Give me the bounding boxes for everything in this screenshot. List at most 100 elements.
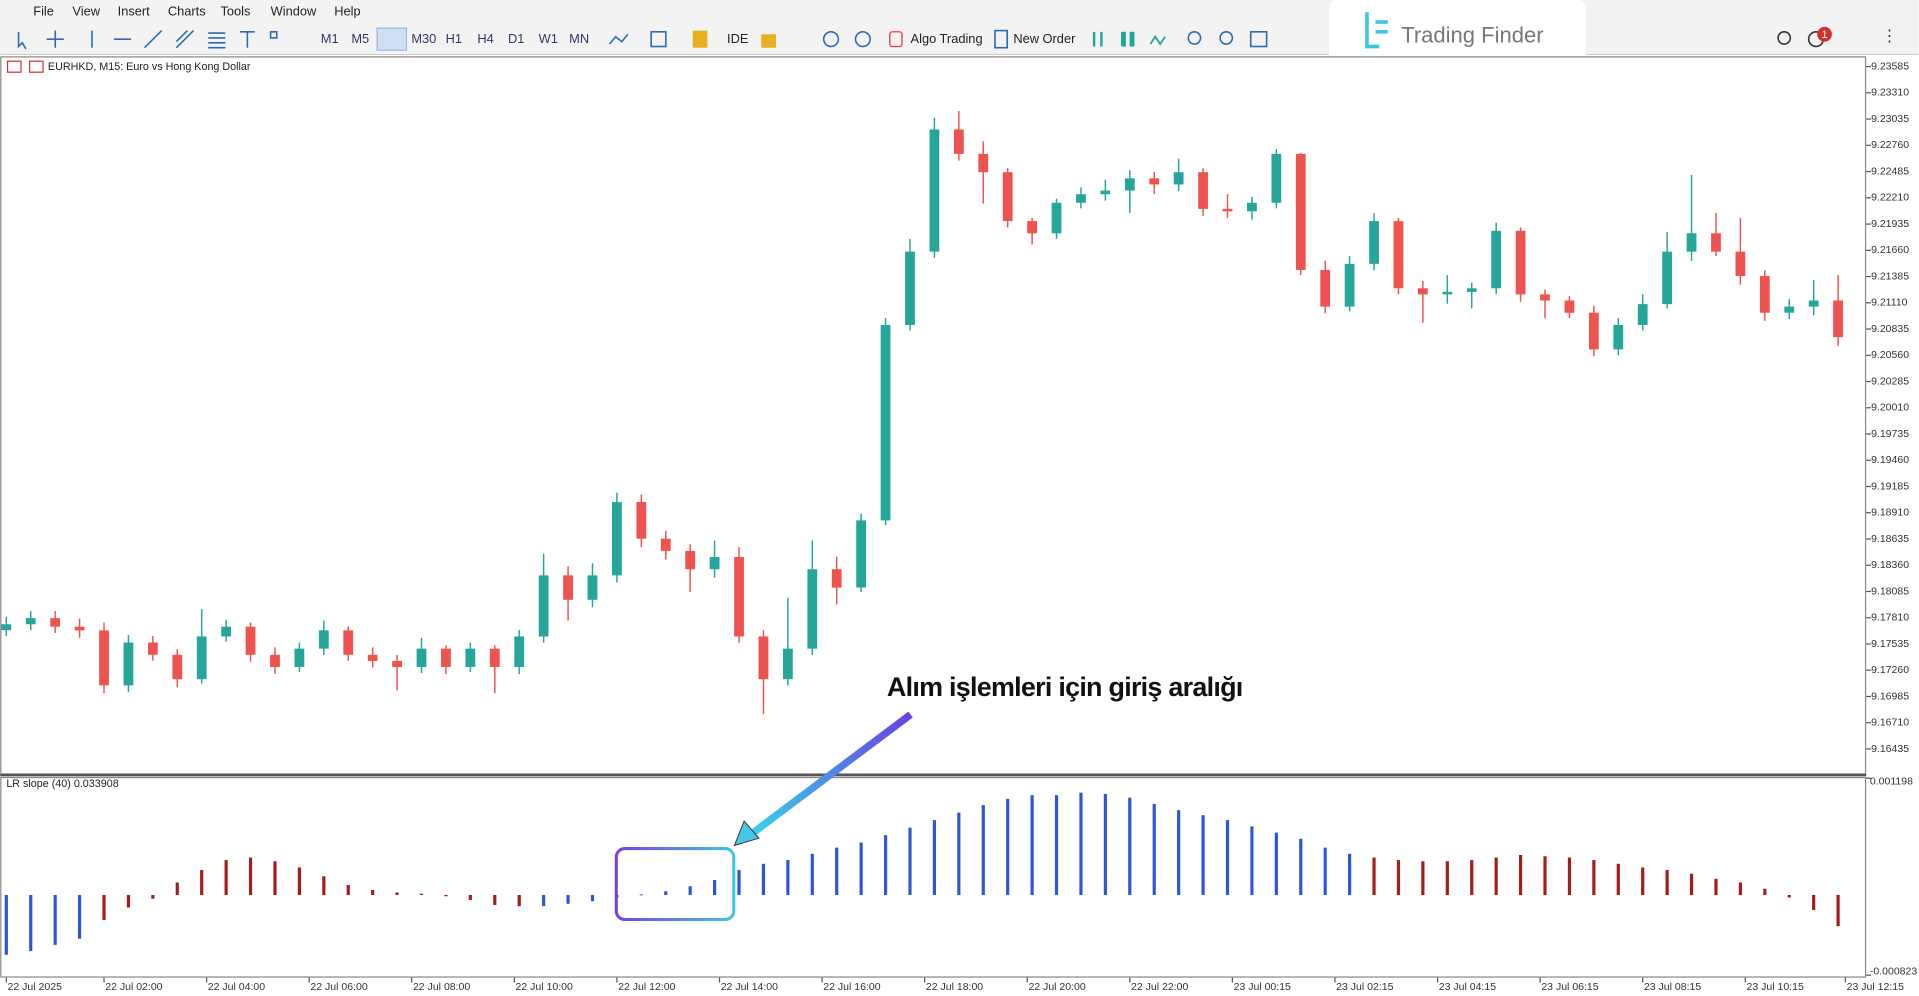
- menu-item[interactable]: Insert: [118, 4, 151, 19]
- y-tick-label: 9.22210: [1871, 192, 1909, 204]
- text-icon[interactable]: [240, 31, 255, 48]
- histogram-bar: [566, 894, 570, 904]
- logo: Trading Finder: [1329, 0, 1586, 67]
- candle-body: [1173, 172, 1184, 185]
- timeframe-button[interactable]: M1: [321, 31, 339, 46]
- template-icon[interactable]: [650, 31, 667, 48]
- zoom-in-icon[interactable]: [1187, 31, 1202, 45]
- channel-icon[interactable]: [175, 30, 195, 49]
- search-icon[interactable]: [1777, 31, 1792, 45]
- candle-body: [856, 520, 867, 588]
- arrow-shaft: [751, 711, 913, 835]
- x-tick-label: 22 Jul 10:00: [516, 981, 573, 993]
- candle-body: [1735, 251, 1746, 277]
- candles-icon[interactable]: [1129, 31, 1135, 47]
- histogram-bar: [1812, 894, 1816, 910]
- timeframe-button[interactable]: MN: [569, 31, 589, 46]
- candle-body: [1784, 306, 1795, 313]
- timeframe-button[interactable]: D1: [508, 31, 524, 46]
- candle-body: [1222, 208, 1233, 212]
- histogram-bar: [713, 879, 717, 895]
- candles-icon[interactable]: [1121, 31, 1126, 47]
- y-tick-label: 9.19185: [1871, 480, 1909, 492]
- menu-item[interactable]: View: [72, 4, 100, 19]
- y-tick-label: 9.21385: [1871, 270, 1909, 282]
- x-tick-label: 23 Jul 02:15: [1336, 981, 1393, 993]
- menu-item[interactable]: Window: [271, 4, 317, 19]
- cloud-icon[interactable]: [822, 31, 840, 48]
- histogram-bar: [395, 892, 399, 895]
- y-tick-label: 9.20285: [1871, 375, 1909, 387]
- line-icon[interactable]: [1149, 35, 1166, 46]
- market-icon[interactable]: [692, 30, 708, 48]
- annotation: Alım işlemleri için giriş aralığı: [614, 672, 1243, 922]
- toolbar-button[interactable]: IDE: [727, 31, 748, 46]
- candle-body: [1, 624, 12, 631]
- bars-icon[interactable]: [1092, 31, 1103, 47]
- menu-item[interactable]: Help: [334, 4, 360, 19]
- histogram-bar: [908, 827, 912, 895]
- menu-item[interactable]: Tools: [220, 4, 250, 19]
- lock-icon[interactable]: [761, 34, 776, 48]
- trendline-icon[interactable]: [144, 30, 163, 49]
- grid-icon[interactable]: [1249, 31, 1268, 48]
- indicator-icon[interactable]: [608, 33, 629, 45]
- histogram-bar: [1787, 894, 1791, 898]
- histogram-bar: [1274, 832, 1278, 895]
- histogram-bar: [1543, 856, 1547, 895]
- timeframe-button[interactable]: M5: [351, 31, 369, 46]
- algo-icon[interactable]: [889, 31, 903, 48]
- histogram-bar: [29, 894, 33, 952]
- vps-icon[interactable]: [854, 31, 871, 48]
- cursor-icon[interactable]: [17, 31, 27, 50]
- candle-body: [612, 502, 622, 576]
- timeframe-button[interactable]: H1: [446, 31, 462, 46]
- x-tick-label: 23 Jul 00:15: [1234, 981, 1291, 993]
- histogram-bar: [883, 835, 888, 895]
- y-tick-label: 9.22760: [1871, 139, 1909, 151]
- candle-body: [318, 630, 329, 649]
- candle-body: [1027, 221, 1038, 234]
- timeframe-button[interactable]: W1: [539, 31, 558, 46]
- crosshair-icon[interactable]: [46, 30, 64, 48]
- menu-item[interactable]: File: [33, 4, 54, 19]
- menu-dots[interactable]: ⋮: [1881, 28, 1897, 45]
- histogram-bar: [1152, 803, 1156, 895]
- x-tick-label: 22 Jul 02:00: [105, 981, 162, 993]
- x-tick-label: 23 Jul 12:15: [1847, 981, 1904, 993]
- x-tick-label: 22 Jul 16:00: [823, 981, 880, 993]
- histogram-bar: [248, 857, 253, 895]
- candle-body: [905, 251, 915, 325]
- candle-body: [1564, 300, 1575, 313]
- y-tick-label: 9.18085: [1871, 585, 1909, 597]
- candle-body: [1637, 304, 1648, 325]
- histogram-bar: [957, 812, 961, 895]
- histogram-bar: [200, 870, 204, 895]
- menu-item[interactable]: Charts: [168, 4, 206, 19]
- histogram-bar: [371, 890, 375, 895]
- zoom-out-icon[interactable]: [1219, 31, 1234, 45]
- toolbar-button[interactable]: New Order: [1013, 31, 1076, 46]
- candle-body: [245, 626, 256, 655]
- histogram-bar: [664, 891, 668, 895]
- candle-body: [1149, 178, 1160, 185]
- candle-body: [465, 648, 476, 667]
- x-tick-label: 22 Jul 12:00: [618, 981, 675, 993]
- histogram-bar: [1567, 857, 1572, 895]
- timeframe-button[interactable]: M30: [411, 31, 436, 46]
- histogram-bar: [1518, 855, 1523, 895]
- order-icon[interactable]: [994, 29, 1009, 49]
- toolbar-button[interactable]: Algo Trading: [911, 31, 983, 46]
- y-tick-label: 9.16435: [1871, 743, 1909, 755]
- fibo-icon[interactable]: [208, 32, 226, 49]
- shapes-icon[interactable]: [269, 31, 278, 39]
- histogram-bar: [1299, 838, 1303, 895]
- badge-count: 1: [1822, 29, 1828, 41]
- timeframe-button[interactable]: H4: [477, 31, 493, 46]
- histogram-bar: [542, 894, 546, 907]
- candle-body: [831, 569, 842, 588]
- histogram-bar: [419, 893, 424, 895]
- annotation-text: Alım işlemleri için giriş aralığı: [887, 672, 1243, 702]
- symbol-icon: [28, 60, 44, 73]
